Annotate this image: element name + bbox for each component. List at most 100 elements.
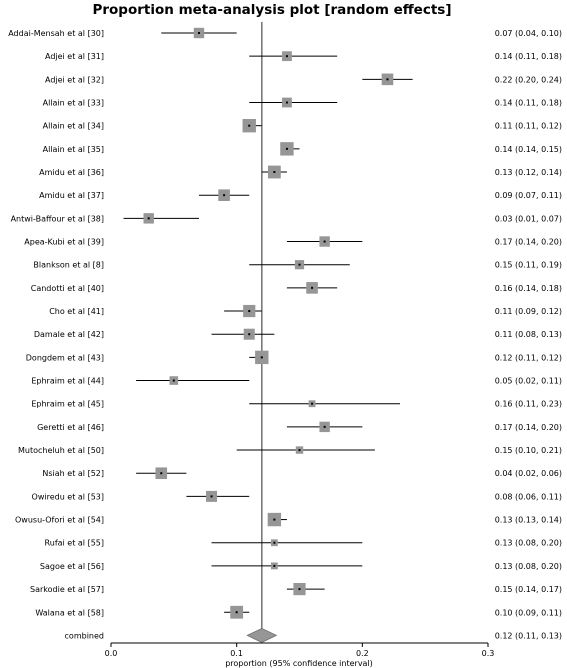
study-name: Rufai et al [55] bbox=[45, 539, 104, 548]
study-name: Blankson et al [8] bbox=[33, 261, 104, 270]
study-name: Amidu et al [37] bbox=[39, 191, 104, 200]
estimate-point bbox=[273, 541, 276, 544]
study-row: Damale et al [42] 0.11 (0.08, 0.13) bbox=[34, 328, 562, 340]
ci-value: 0.09 (0.07, 0.11) bbox=[495, 191, 562, 200]
study-name: Geretti et al [46] bbox=[37, 423, 104, 432]
study-row: Blankson et al [8] 0.15 (0.11, 0.19) bbox=[33, 260, 562, 270]
ci-value: 0.15 (0.10, 0.21) bbox=[495, 446, 562, 455]
study-row: Ephraim et al [44] 0.05 (0.02, 0.11) bbox=[31, 376, 562, 386]
study-row: Owiredu et al [53] 0.08 (0.06, 0.11) bbox=[32, 490, 562, 502]
ci-value: 0.14 (0.11, 0.18) bbox=[495, 52, 562, 61]
estimate-point bbox=[298, 588, 301, 591]
estimate-point bbox=[147, 217, 150, 220]
study-name: Adjei et al [32] bbox=[45, 75, 104, 84]
study-name: Candotti et al [40] bbox=[31, 284, 104, 293]
study-row: Sagoe et al [56] 0.13 (0.08, 0.20) bbox=[40, 562, 562, 571]
study-name: Sarkodie et al [57] bbox=[30, 585, 104, 594]
plot-axes: 0.0 0.1 0.2 0.3 bbox=[105, 22, 495, 658]
estimate-point bbox=[311, 286, 314, 289]
ci-value: 0.14 (0.14, 0.15) bbox=[495, 145, 562, 154]
study-name: Damale et al [42] bbox=[34, 330, 104, 339]
study-row: Amidu et al [36] 0.13 (0.12, 0.14) bbox=[39, 165, 562, 179]
x-tick-label: 0.2 bbox=[356, 649, 369, 658]
study-name: Sagoe et al [56] bbox=[40, 562, 104, 571]
estimate-point bbox=[160, 472, 163, 475]
ci-value: 0.17 (0.14, 0.20) bbox=[495, 423, 562, 432]
study-row: Addai-Mensah et al [30] 0.07 (0.04, 0.10) bbox=[8, 27, 562, 39]
estimate-point bbox=[273, 518, 276, 521]
study-row: Amidu et al [37] 0.09 (0.07, 0.11) bbox=[39, 189, 562, 201]
study-name: Walana et al [58] bbox=[35, 608, 104, 617]
ci-value: 0.15 (0.14, 0.17) bbox=[495, 585, 562, 594]
estimate-point bbox=[323, 240, 326, 243]
study-row: Apea-Kubi et al [39] 0.17 (0.14, 0.20) bbox=[24, 236, 562, 247]
study-row: Walana et al [58] 0.10 (0.09, 0.11) bbox=[35, 605, 562, 619]
estimate-point bbox=[298, 263, 301, 266]
ci-value: 0.17 (0.14, 0.20) bbox=[495, 238, 562, 247]
estimate-point bbox=[285, 147, 288, 150]
study-name: Allain et al [33] bbox=[43, 99, 104, 108]
ci-value: 0.11 (0.11, 0.12) bbox=[495, 122, 562, 131]
study-row: Nsiah et al [52] 0.04 (0.02, 0.06) bbox=[42, 467, 562, 480]
estimate-point bbox=[248, 310, 251, 313]
estimate-point bbox=[323, 425, 326, 428]
study-name: Dongdem et al [43] bbox=[26, 353, 104, 362]
x-tick-label: 0.0 bbox=[105, 649, 118, 658]
study-name: Owiredu et al [53] bbox=[32, 492, 104, 501]
ci-value: 0.11 (0.09, 0.12) bbox=[495, 307, 562, 316]
study-name: Allain et al [34] bbox=[43, 122, 104, 131]
study-row: Allain et al [34] 0.11 (0.11, 0.12) bbox=[43, 118, 562, 133]
study-name: Apea-Kubi et al [39] bbox=[24, 238, 104, 247]
study-name: Addai-Mensah et al [30] bbox=[8, 29, 104, 38]
combined-row: combined 0.12 (0.11, 0.13) bbox=[65, 627, 562, 643]
estimate-point bbox=[210, 495, 213, 498]
study-row: Owusu-Ofori et al [54] 0.13 (0.13, 0.14) bbox=[15, 512, 562, 527]
study-name: Ephraim et al [44] bbox=[31, 377, 104, 386]
study-name: Cho et al [41] bbox=[49, 307, 104, 316]
estimate-point bbox=[285, 55, 288, 58]
estimate-point bbox=[197, 32, 200, 34]
study-rows: Addai-Mensah et al [30] 0.07 (0.04, 0.10)… bbox=[8, 27, 562, 643]
study-name: Amidu et al [36] bbox=[39, 168, 104, 177]
ci-value: 0.16 (0.11, 0.23) bbox=[495, 400, 562, 409]
study-row: Dongdem et al [43] 0.12 (0.11, 0.12) bbox=[26, 350, 562, 365]
ci-value: 0.13 (0.08, 0.20) bbox=[495, 562, 562, 571]
study-row: Cho et al [41] 0.11 (0.09, 0.12) bbox=[49, 304, 562, 318]
study-row: Adjei et al [31] 0.14 (0.11, 0.18) bbox=[45, 51, 562, 61]
ci-value: 0.13 (0.12, 0.14) bbox=[495, 168, 562, 177]
ci-value: 0.08 (0.06, 0.11) bbox=[495, 492, 562, 501]
ci-value: 0.13 (0.13, 0.14) bbox=[495, 516, 562, 525]
study-row: Mutocheluh et al [50] 0.15 (0.10, 0.21) bbox=[18, 446, 562, 455]
ci-value: 0.12 (0.11, 0.12) bbox=[495, 353, 562, 362]
study-row: Ephraim et al [45] 0.16 (0.11, 0.23) bbox=[31, 400, 562, 409]
study-row: Antwi-Baffour et al [38] 0.03 (0.01, 0.07… bbox=[11, 213, 562, 224]
estimate-point bbox=[172, 379, 175, 382]
x-tick-label: 0.3 bbox=[482, 649, 495, 658]
ci-value: 0.10 (0.09, 0.11) bbox=[495, 608, 562, 617]
ci-value: 0.11 (0.08, 0.13) bbox=[495, 330, 562, 339]
study-name: Ephraim et al [45] bbox=[31, 400, 104, 409]
estimate-point bbox=[298, 449, 301, 452]
estimate-point bbox=[285, 101, 288, 104]
x-tick-label: 0.1 bbox=[230, 649, 243, 658]
study-row: Geretti et al [46] 0.17 (0.14, 0.20) bbox=[37, 421, 562, 433]
study-row: Sarkodie et al [57] 0.15 (0.14, 0.17) bbox=[30, 582, 562, 596]
x-axis-label: proportion (95% confidence interval) bbox=[225, 659, 373, 668]
ci-value: 0.13 (0.08, 0.20) bbox=[495, 539, 562, 548]
study-name: Nsiah et al [52] bbox=[42, 469, 104, 478]
estimate-point bbox=[223, 194, 226, 197]
combined-label: combined bbox=[65, 631, 104, 640]
estimate-point bbox=[273, 564, 276, 567]
estimate-point bbox=[311, 402, 314, 405]
estimate-point bbox=[273, 171, 276, 174]
study-row: Allain et al [35] 0.14 (0.14, 0.15) bbox=[43, 142, 562, 156]
ci-value: 0.14 (0.11, 0.18) bbox=[495, 99, 562, 108]
estimate-point bbox=[248, 124, 251, 127]
ci-value: 0.16 (0.14, 0.18) bbox=[495, 284, 562, 293]
study-row: Adjei et al [32] 0.22 (0.20, 0.24) bbox=[45, 73, 562, 86]
study-name: Antwi-Baffour et al [38] bbox=[11, 214, 104, 223]
combined-ci-value: 0.12 (0.11, 0.13) bbox=[495, 631, 562, 640]
ci-value: 0.15 (0.11, 0.19) bbox=[495, 261, 562, 270]
chart-title: Proportion meta-analysis plot [random ef… bbox=[92, 2, 451, 18]
